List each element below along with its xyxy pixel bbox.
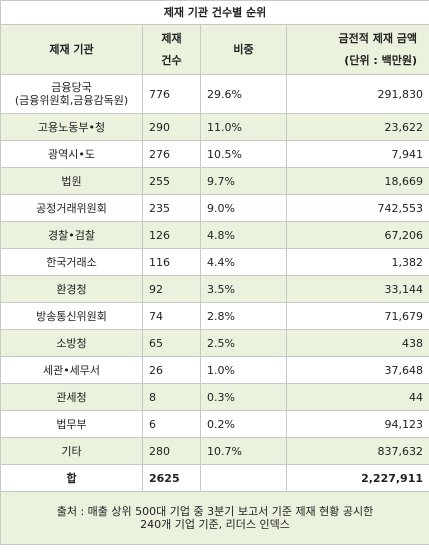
share-cell: 0.3% [200, 383, 287, 411]
header-share: 비중 [200, 24, 287, 75]
table-row: 기타 280 10.7% 837,632 [0, 437, 429, 465]
total-row: 합 2625 2,227,911 [0, 464, 429, 492]
agency-cell: 공정거래위원회 [0, 194, 143, 222]
header-amount-line1: 금전적 제재 금액 [338, 31, 418, 45]
count-cell: 290 [142, 113, 201, 141]
count-cell: 280 [142, 437, 201, 465]
table-row: 경찰•검찰 126 4.8% 67,206 [0, 221, 429, 249]
agency-cell: 환경청 [0, 275, 143, 303]
agency-cell: 고용노동부•청 [0, 113, 143, 141]
total-count: 2625 [142, 464, 201, 492]
source-line2: 240개 기업 기준, 리더스 인덱스 [140, 518, 290, 531]
table-row: 광역시•도 276 10.5% 7,941 [0, 140, 429, 168]
count-cell: 276 [142, 140, 201, 168]
agency-cell: 한국거래소 [0, 248, 143, 276]
amount-cell: 7,941 [285, 140, 429, 168]
agency-cell: 관세청 [0, 383, 143, 411]
amount-cell: 837,632 [285, 437, 429, 465]
share-cell: 3.5% [200, 275, 287, 303]
share-cell: 4.8% [200, 221, 287, 249]
amount-cell: 1,382 [285, 248, 429, 276]
amount-cell: 18,669 [285, 167, 429, 195]
header-agency: 제재 기관 [0, 24, 143, 75]
amount-cell: 94,123 [285, 410, 429, 438]
source-row: 출처 : 매출 상위 500대 기업 중 3분기 보고서 기준 제재 현황 공시… [0, 491, 429, 545]
header-count-line1: 제재 [161, 31, 182, 45]
share-cell: 29.6% [200, 74, 287, 114]
table-title: 제재 기관 건수별 순위 [0, 0, 429, 25]
count-cell: 92 [142, 275, 201, 303]
total-label: 합 [0, 464, 143, 492]
count-cell: 126 [142, 221, 201, 249]
share-cell: 10.7% [200, 437, 287, 465]
header-count: 제재 건수 [142, 24, 201, 75]
count-cell: 255 [142, 167, 201, 195]
count-cell: 776 [142, 74, 201, 114]
table-row: 한국거래소 116 4.4% 1,382 [0, 248, 429, 276]
table-row: 소방청 65 2.5% 438 [0, 329, 429, 357]
table-row: 공정거래위원회 235 9.0% 742,553 [0, 194, 429, 222]
share-cell: 1.0% [200, 356, 287, 384]
table-row: 환경청 92 3.5% 33,144 [0, 275, 429, 303]
share-cell: 0.2% [200, 410, 287, 438]
share-cell: 10.5% [200, 140, 287, 168]
share-cell: 2.8% [200, 302, 287, 330]
table-row: 법원 255 9.7% 18,669 [0, 167, 429, 195]
table-row: 세관•세무서 26 1.0% 37,648 [0, 356, 429, 384]
agency-cell: 금융당국 (금융위원회,금융감독원) [0, 74, 143, 114]
count-cell: 235 [142, 194, 201, 222]
share-cell: 9.0% [200, 194, 287, 222]
header-count-line2: 건수 [161, 53, 182, 67]
count-cell: 8 [142, 383, 201, 411]
agency-cell: 소방청 [0, 329, 143, 357]
table-row: 법무부 6 0.2% 94,123 [0, 410, 429, 438]
total-share [200, 464, 287, 492]
table-row: 금융당국 (금융위원회,금융감독원) 776 29.6% 291,830 [0, 74, 429, 114]
share-cell: 11.0% [200, 113, 287, 141]
header-amount: 금전적 제재 금액 (단위 : 백만원) [285, 24, 429, 75]
table-row: 고용노동부•청 290 11.0% 23,622 [0, 113, 429, 141]
count-cell: 74 [142, 302, 201, 330]
total-amount: 2,227,911 [285, 464, 429, 492]
table-title-row: 제재 기관 건수별 순위 [0, 0, 429, 25]
count-cell: 116 [142, 248, 201, 276]
amount-cell: 44 [285, 383, 429, 411]
amount-cell: 67,206 [285, 221, 429, 249]
table-row: 관세청 8 0.3% 44 [0, 383, 429, 411]
agency-cell: 법무부 [0, 410, 143, 438]
count-cell: 26 [142, 356, 201, 384]
share-cell: 4.4% [200, 248, 287, 276]
source-note: 출처 : 매출 상위 500대 기업 중 3분기 보고서 기준 제재 현황 공시… [0, 491, 429, 545]
source-line1: 출처 : 매출 상위 500대 기업 중 3분기 보고서 기준 제재 현황 공시… [56, 505, 374, 518]
agency-cell: 방송통신위원회 [0, 302, 143, 330]
agency-cell: 기타 [0, 437, 143, 465]
amount-cell: 742,553 [285, 194, 429, 222]
header-row: 제재 기관 제재 건수 비중 금전적 제재 금액 (단위 : 백만원) [0, 24, 429, 75]
table-row: 방송통신위원회 74 2.8% 71,679 [0, 302, 429, 330]
agency-subname: (금융위원회,금융감독원) [14, 94, 129, 107]
agency-cell: 법원 [0, 167, 143, 195]
share-cell: 2.5% [200, 329, 287, 357]
amount-cell: 23,622 [285, 113, 429, 141]
agency-cell: 경찰•검찰 [0, 221, 143, 249]
amount-cell: 438 [285, 329, 429, 357]
count-cell: 6 [142, 410, 201, 438]
amount-cell: 37,648 [285, 356, 429, 384]
share-cell: 9.7% [200, 167, 287, 195]
amount-cell: 33,144 [285, 275, 429, 303]
amount-cell: 71,679 [285, 302, 429, 330]
count-cell: 65 [142, 329, 201, 357]
amount-cell: 291,830 [285, 74, 429, 114]
agency-name: 금융당국 [51, 81, 92, 94]
agency-cell: 광역시•도 [0, 140, 143, 168]
agency-cell: 세관•세무서 [0, 356, 143, 384]
header-amount-line2: (단위 : 백만원) [344, 53, 418, 67]
